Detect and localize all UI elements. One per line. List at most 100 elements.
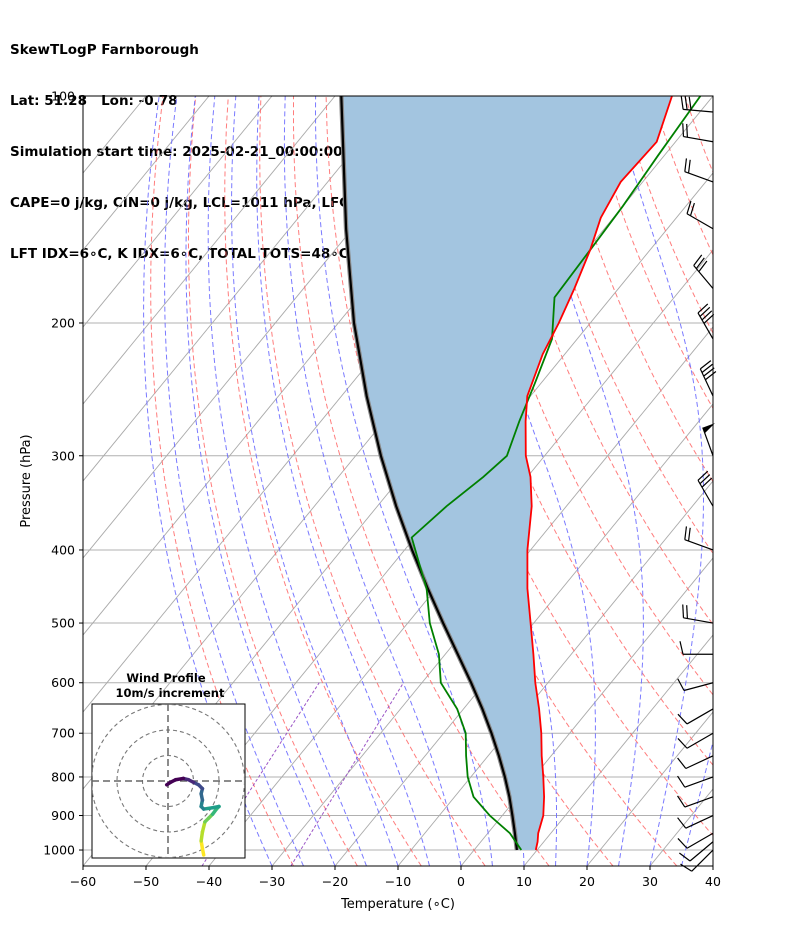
- moist-adiabat-line: [143, 96, 273, 866]
- barb-staff: [684, 796, 714, 808]
- x-tick-label: −60: [70, 874, 96, 889]
- barb-flag: [701, 477, 713, 488]
- barb-staff: [683, 135, 714, 143]
- wind-barb: [677, 708, 714, 725]
- barb-flag: [687, 527, 691, 542]
- barb-staff: [702, 427, 714, 456]
- moist-adiabat-line: [207, 96, 367, 866]
- barb-flag: [686, 605, 688, 619]
- barb-staff: [693, 265, 714, 289]
- cin-cape-shading: [341, 96, 672, 850]
- barb-flag: [705, 371, 717, 381]
- barb-flag: [682, 604, 685, 618]
- moist-adiabat-line: [681, 739, 713, 866]
- dry-adiabat-line: [224, 96, 422, 866]
- dewpoint-profile: [410, 96, 702, 851]
- barb-staff: [691, 849, 714, 872]
- wind-barbs: [677, 96, 717, 872]
- moist-adiabat-line: [231, 96, 399, 866]
- barb-flag: [698, 260, 708, 272]
- barb-flag: [703, 367, 715, 377]
- y-tick-label: 1000: [43, 843, 75, 858]
- moist-adiabat-line: [164, 96, 304, 866]
- barb-staff: [684, 171, 714, 183]
- wind-barb: [677, 775, 714, 788]
- wind-barb: [682, 123, 714, 143]
- dry-adiabat-line: [259, 96, 486, 866]
- moist-adiabat-line: [283, 96, 462, 866]
- mixing-ratio-line: [201, 682, 320, 866]
- moist-adiabat-line: [712, 864, 713, 866]
- barb-flag: [684, 526, 688, 540]
- x-tick-label: 40: [705, 874, 721, 889]
- barb-staff: [685, 814, 714, 829]
- y-tick-label: 300: [51, 448, 75, 463]
- barb-flag: [682, 123, 685, 137]
- barb-flag: [686, 123, 688, 138]
- y-tick-label: 100: [51, 89, 75, 104]
- barb-flag: [693, 254, 703, 266]
- isotherm-line: [649, 788, 713, 866]
- x-tick-label: −50: [133, 874, 159, 889]
- isotherm-line: [334, 403, 713, 866]
- x-tick-label: −10: [385, 874, 411, 889]
- dry-adiabat-line: [150, 96, 294, 866]
- isotherm-line: [460, 557, 713, 866]
- x-tick-label: 20: [579, 874, 595, 889]
- barb-flag: [703, 313, 715, 324]
- barb-flag: [688, 96, 692, 111]
- wind-barb: [677, 755, 714, 770]
- isotherm-line: [83, 96, 84, 97]
- hodograph-plot: [92, 704, 245, 858]
- barb-flag: [701, 363, 713, 373]
- barb-flag: [677, 757, 687, 769]
- barb-flag: [677, 678, 685, 691]
- barb-flag: [701, 310, 713, 321]
- isotherm-line: [83, 96, 399, 482]
- x-axis-label: Temperature (∘C): [340, 897, 455, 912]
- isotherm-line: [83, 96, 210, 251]
- dry-adiabat-line: [188, 96, 358, 866]
- isotherm-line: [83, 96, 273, 328]
- barb-flag: [677, 775, 686, 788]
- wind-barb: [684, 158, 714, 183]
- profile-lines: [339, 96, 702, 851]
- barb-flag: [677, 817, 687, 829]
- chart-title: SkewTLogP Farnborough: [10, 42, 199, 58]
- dry-adiabat-line: [586, 96, 713, 410]
- barb-flag: [684, 158, 688, 172]
- moist-adiabat-line: [256, 96, 430, 866]
- barb-staff: [686, 213, 714, 230]
- hodograph-title: Wind Profile: [126, 671, 206, 685]
- barb-flag: [677, 713, 688, 725]
- x-tick-label: −30: [259, 874, 285, 889]
- barb-flag: [679, 641, 684, 655]
- x-tick-label: 30: [642, 874, 658, 889]
- y-tick-label: 600: [51, 675, 75, 690]
- barb-staff: [684, 776, 714, 788]
- barb-staff: [686, 708, 714, 725]
- barb-staff: [683, 108, 714, 113]
- x-tick-label: 0: [457, 874, 465, 889]
- dry-adiabat-line: [488, 96, 713, 626]
- barb-flag: [677, 738, 688, 749]
- isotherm-line: [83, 96, 336, 405]
- barb-staff: [686, 732, 714, 749]
- dry-adiabat-line: [651, 96, 713, 256]
- hodograph-segment: [200, 820, 207, 834]
- parcel-profile: [340, 96, 518, 851]
- y-tick-label: 400: [51, 542, 75, 557]
- wind-barb: [679, 841, 714, 862]
- barb-staff: [689, 841, 714, 862]
- dry-adiabat-line: [750, 96, 794, 866]
- dry-adiabat-line: [521, 96, 713, 555]
- dry-adiabat-line: [456, 96, 713, 696]
- barb-flag: [677, 795, 686, 808]
- moist-adiabat-line: [314, 96, 493, 866]
- wind-barb: [677, 732, 714, 749]
- wind-barb: [679, 641, 713, 655]
- wind-barb: [697, 303, 715, 340]
- isotherm-line: [712, 865, 713, 866]
- isotherm-line: [586, 711, 713, 866]
